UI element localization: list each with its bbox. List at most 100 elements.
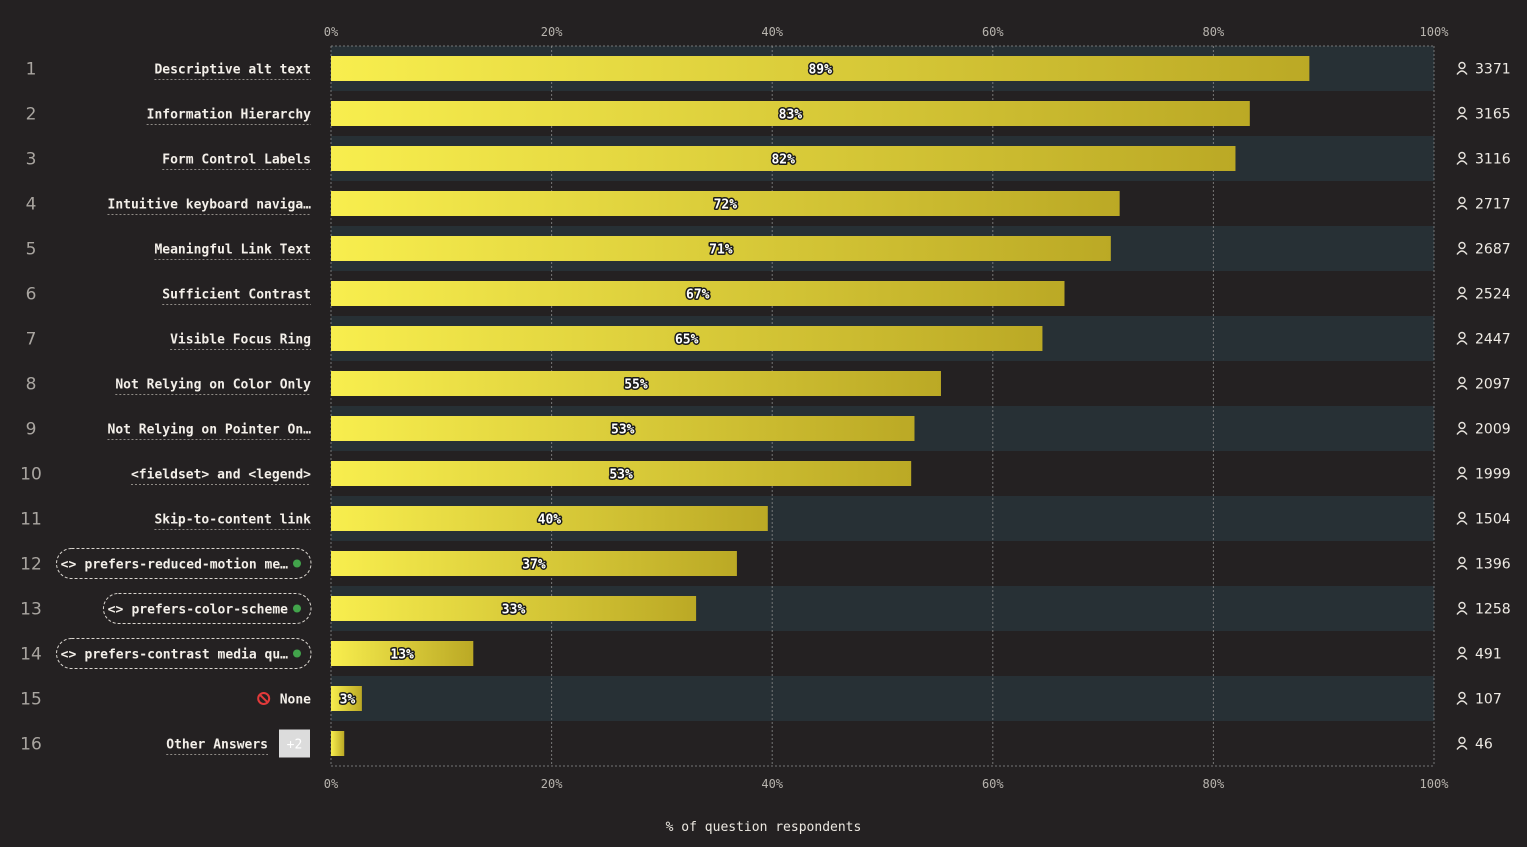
category-label: None [280, 693, 311, 708]
respondent-count: 2717 [1475, 197, 1511, 213]
respondent-count: 3165 [1475, 107, 1511, 123]
bar-row: 5 Meaningful Link Text 71% 2687 [26, 236, 1511, 261]
bar [331, 101, 1250, 126]
bar [331, 416, 915, 441]
category-label: <fieldset> and <legend> [131, 468, 311, 483]
more-answers-count: +2 [287, 738, 303, 753]
respondent-count: 1999 [1475, 467, 1511, 483]
user-icon-head [1458, 241, 1466, 250]
bar-value-label: 82% [771, 153, 795, 168]
user-icon [1456, 691, 1468, 705]
bar-value-label: 13% [390, 648, 414, 663]
user-icon-body [1456, 295, 1468, 300]
x-axis-title: % of question respondents [665, 820, 862, 835]
respondent-count: 1396 [1475, 557, 1511, 573]
user-icon-head [1458, 106, 1466, 115]
bar-row: 16 +2 Other Answers 46 [20, 729, 1493, 758]
category-label: Sufficient Contrast [162, 288, 311, 303]
rank-number: 14 [20, 645, 42, 665]
respondent-count: 2524 [1475, 287, 1511, 303]
bar [331, 146, 1236, 171]
bar-row: 13 prefers-color-scheme <> 33% 1258 [20, 593, 1511, 624]
user-icon-body [1456, 655, 1468, 660]
bar [331, 326, 1043, 351]
bar-value-label: 89% [808, 63, 832, 78]
bar-row: 2 Information Hierarchy 83% 3165 [26, 101, 1511, 126]
x-tick-label-top: 100% [1420, 25, 1450, 39]
bar-row: 8 Not Relying on Color Only 55% 2097 [26, 371, 1511, 396]
feature-pill [56, 638, 312, 669]
x-axis-top: 0% 20% 40% 60% 80% 100% [324, 25, 1449, 39]
category-label: prefers-reduced-motion me… [85, 558, 289, 573]
feature-dot [293, 649, 301, 658]
rank-number: 5 [26, 240, 37, 260]
user-icon-head [1458, 376, 1466, 385]
bar-value-label: 53% [609, 468, 633, 483]
bar-row: 12 prefers-reduced-motion me… <> 37% 1396 [20, 548, 1511, 579]
respondent-count: 46 [1475, 737, 1493, 753]
category-label: Form Control Labels [162, 153, 311, 168]
category-label: Meaningful Link Text [154, 243, 311, 258]
bar-row: 4 Intuitive keyboard naviga… 72% 2717 [26, 191, 1511, 216]
bar-value-label: 40% [538, 513, 562, 528]
user-icon-head [1458, 511, 1466, 520]
rank-number: 8 [26, 375, 37, 395]
user-icon-body [1456, 160, 1468, 165]
respondent-count: 2009 [1475, 422, 1511, 438]
bar-row: 14 prefers-contrast media qu… <> 13% 491 [20, 638, 1502, 669]
user-icon [1456, 646, 1468, 660]
bar [331, 731, 345, 756]
more-answers-badge [279, 729, 310, 758]
respondent-count: 3116 [1475, 152, 1511, 168]
rank-number: 7 [26, 330, 37, 350]
bar [331, 506, 768, 531]
row-band [331, 676, 1434, 721]
user-icon [1456, 421, 1468, 435]
bar [331, 551, 737, 576]
rank-number: 1 [26, 60, 37, 80]
user-icon-body [1456, 430, 1468, 435]
bar [331, 56, 1310, 81]
user-icon-body [1456, 475, 1468, 480]
rank-number: 12 [20, 555, 42, 575]
respondent-count: 2687 [1475, 242, 1511, 258]
x-tick-label-top: 40% [761, 25, 783, 39]
code-brackets-icon: <> [108, 603, 124, 618]
feature-pill [56, 548, 312, 579]
user-icon-body [1456, 385, 1468, 390]
bar [331, 596, 697, 621]
category-label: prefers-contrast media qu… [85, 648, 289, 663]
rank-number: 2 [26, 105, 37, 125]
category-label: Descriptive alt text [154, 63, 311, 78]
bar [331, 461, 912, 486]
user-icon-head [1458, 646, 1466, 655]
user-icon [1456, 511, 1468, 525]
category-label: Not Relying on Pointer On… [108, 423, 312, 438]
user-icon [1456, 736, 1468, 750]
bar-row: 9 Not Relying on Pointer On… 53% 2009 [26, 416, 1511, 441]
bar-row: 15 None 3% 107 [20, 686, 1502, 711]
x-tick-label-bottom: 100% [1420, 777, 1450, 791]
bar-row: 11 Skip-to-content link 40% 1504 [20, 506, 1511, 531]
no-entry-slash [259, 694, 268, 703]
feature-dot [293, 559, 301, 568]
rank-number: 16 [20, 735, 42, 755]
user-icon-head [1458, 736, 1466, 745]
x-tick-label-bottom: 80% [1203, 777, 1225, 791]
rank-number: 3 [26, 150, 37, 170]
bar-value-label: 37% [522, 558, 546, 573]
user-icon-head [1458, 61, 1466, 70]
feature-pill [102, 593, 312, 624]
respondent-count: 1504 [1475, 512, 1511, 528]
user-icon [1456, 466, 1468, 480]
category-label: Other Answers [166, 738, 268, 753]
category-label: Information Hierarchy [147, 108, 312, 123]
rank-number: 6 [26, 285, 37, 305]
user-icon-body [1456, 70, 1468, 75]
user-icon [1456, 556, 1468, 570]
user-icon [1456, 61, 1468, 75]
user-icon-head [1458, 556, 1466, 565]
category-label: Intuitive keyboard naviga… [108, 198, 312, 213]
bar-value-label: 72% [714, 198, 738, 213]
